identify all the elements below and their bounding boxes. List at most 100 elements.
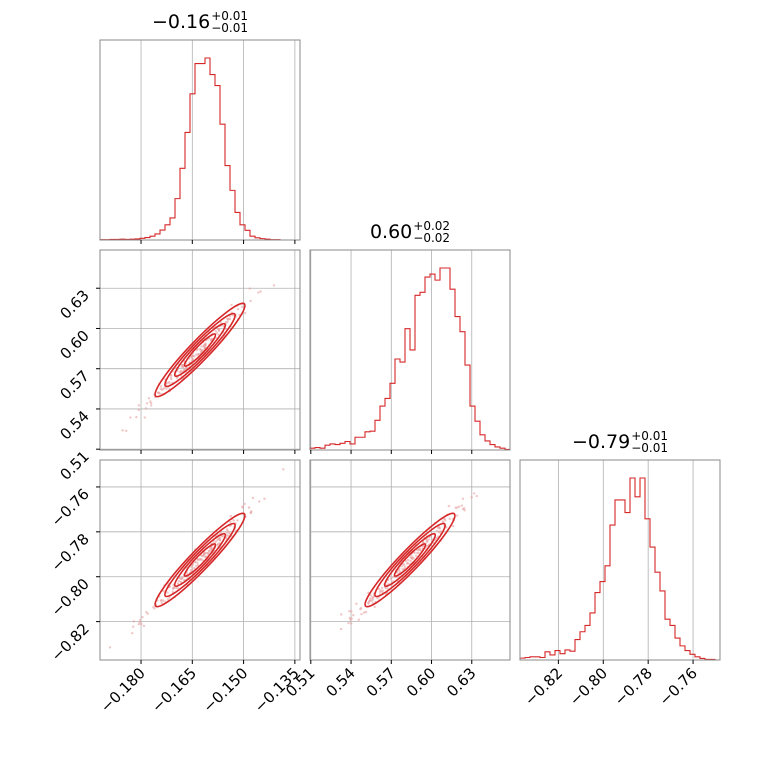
scatter-point <box>461 497 465 500</box>
scatter-point <box>204 555 207 559</box>
x-tick-label: −0.82 <box>521 664 566 709</box>
scatter-point <box>214 329 217 333</box>
scatter-point <box>251 496 255 500</box>
scatter-point <box>460 504 464 507</box>
panel-hist-0: −0.16 +0.01−0.01 <box>99 9 301 244</box>
scatter-point <box>144 407 148 410</box>
scatter-point <box>195 564 198 568</box>
scatter-point <box>190 565 193 569</box>
scatter-point <box>236 519 239 522</box>
scatter-point <box>384 587 388 590</box>
scatter-point <box>373 605 376 609</box>
scatter-point <box>179 370 183 374</box>
x-tick-label: 0.63 <box>443 664 479 700</box>
scatter-point <box>215 331 219 335</box>
scatter-point <box>339 627 343 631</box>
scatter-point <box>166 591 169 594</box>
scatter-point <box>137 408 140 412</box>
scatter-point <box>108 646 112 649</box>
scatter-point <box>196 558 200 562</box>
title-minus-1: −0.02 <box>413 231 450 245</box>
y-tick-label: 0.63 <box>56 286 92 322</box>
scatter-point <box>131 625 135 628</box>
x-tick-label: 0.57 <box>363 664 399 700</box>
scatter-point <box>348 616 351 620</box>
scatter-point <box>414 554 418 557</box>
scatter-point <box>172 586 175 589</box>
scatter-point <box>443 517 446 521</box>
title-plus-0: +0.01 <box>211 9 248 23</box>
scatter-point <box>195 353 198 356</box>
y-tick-label: 0.51 <box>56 447 92 483</box>
scatter-point <box>232 519 236 522</box>
scatter-point <box>166 598 170 601</box>
scatter-point <box>200 345 203 348</box>
scatter-point <box>230 303 233 307</box>
scatter-point <box>129 416 132 419</box>
scatter-point <box>190 355 194 358</box>
scatter-point <box>146 612 149 615</box>
scatter-point <box>206 551 209 555</box>
scatter-point <box>208 549 211 553</box>
scatter-point <box>258 500 261 503</box>
scatter-point <box>228 317 232 321</box>
frame <box>309 459 511 661</box>
title-value-0: −0.16 <box>152 11 210 33</box>
y-tick-label: 0.57 <box>56 367 92 403</box>
scatter-point <box>247 506 251 509</box>
y-tick-label: −0.76 <box>48 485 93 530</box>
scatter-point <box>159 387 162 390</box>
scatter-point <box>411 557 414 561</box>
scatter-point <box>184 367 187 370</box>
scatter-point <box>386 587 389 590</box>
contour-2 <box>164 522 236 598</box>
scatter-point <box>166 381 169 384</box>
scatter-point <box>228 314 232 318</box>
scatter-point <box>359 606 363 610</box>
scatter-point <box>138 621 141 624</box>
scatter-point <box>243 311 247 315</box>
scatter-point <box>199 348 202 351</box>
scatter-point <box>377 587 381 591</box>
title-plus-1: +0.02 <box>413 219 450 233</box>
scatter-point <box>137 404 141 407</box>
scatter-point <box>240 305 244 308</box>
scatter-point <box>150 404 153 407</box>
y-tick-label: −0.80 <box>48 575 93 620</box>
scatter-point <box>176 587 179 590</box>
scatter-point <box>376 596 379 600</box>
frame <box>99 39 301 241</box>
contour-3 <box>154 302 246 398</box>
scatter-point <box>348 610 351 613</box>
contour-0 <box>183 333 217 367</box>
scatter-point <box>229 514 232 518</box>
scatter-point <box>472 492 476 495</box>
scatter-point <box>229 520 232 524</box>
scatter-point <box>451 524 455 528</box>
scatter-point <box>463 509 466 512</box>
scatter-point <box>214 540 218 543</box>
scatter-point <box>226 529 229 532</box>
scatter-point <box>140 622 143 626</box>
scatter-point <box>165 387 168 390</box>
frame <box>99 249 301 451</box>
scatter-point <box>368 597 372 600</box>
x-tick-label: −0.78 <box>611 664 656 709</box>
scatter-point <box>475 494 478 498</box>
scatter-point <box>132 620 136 623</box>
scatter-point <box>139 618 142 622</box>
scatter-point <box>218 538 222 542</box>
scatter-point <box>371 596 374 599</box>
scatter-point <box>272 284 276 287</box>
panel-hist-1: 0.60 +0.02−0.02 <box>309 219 511 454</box>
x-tick-label: 0.60 <box>403 664 439 700</box>
scatter-point <box>350 610 353 613</box>
frame <box>99 459 301 661</box>
scatter-point <box>169 376 173 380</box>
scatter-point <box>362 611 366 614</box>
panel-hist-2: −0.79 +0.01−0.01 <box>519 429 721 664</box>
scatter-point <box>413 551 416 554</box>
scatter-point <box>131 631 134 635</box>
scatter-point <box>347 621 350 625</box>
scatter-point <box>470 496 473 499</box>
